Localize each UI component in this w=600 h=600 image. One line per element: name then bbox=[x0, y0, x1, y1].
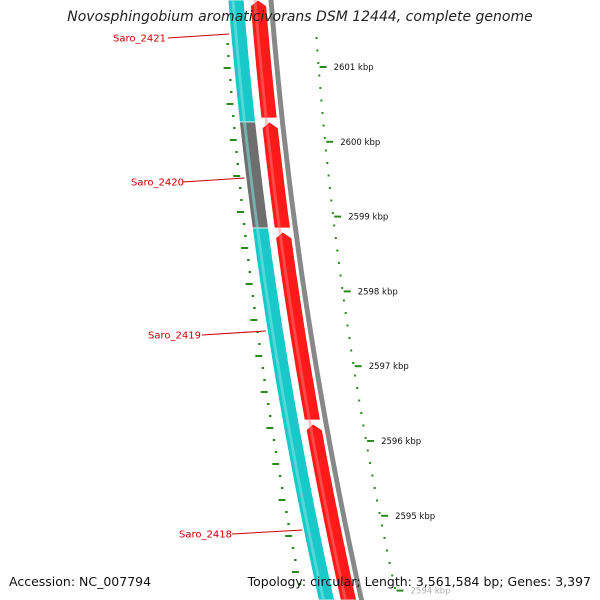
gene-track-segment bbox=[251, 227, 335, 600]
ruler-label: 2596 kbp bbox=[381, 437, 421, 447]
gene-label-leader bbox=[167, 33, 230, 39]
accession-text: Accession: NC_007794 bbox=[9, 574, 152, 589]
position-ruler: 2601 kbp 2600 kbp 2599 kbp 2598 kbp 2597 kbp… bbox=[315, 37, 451, 597]
gene-labels: Saro_2421 Saro_2420 Saro_2419 Saro_2418 bbox=[113, 33, 303, 541]
genome-summary-text: Topology: circular; Length: 3,561,584 bp… bbox=[247, 574, 591, 589]
ruler-label: 2599 kbp bbox=[348, 213, 388, 223]
ruler-label: 2600 kbp bbox=[340, 138, 380, 148]
gene-label-leader bbox=[231, 529, 303, 535]
cds-arrow bbox=[275, 231, 321, 421]
gene-label: Saro_2418 bbox=[179, 530, 232, 541]
ruler-label: 2598 kbp bbox=[358, 287, 398, 297]
gene-track bbox=[227, 0, 335, 600]
backbone-track bbox=[268, 0, 364, 600]
backbone-line bbox=[268, 0, 364, 600]
gene-label: Saro_2419 bbox=[148, 331, 201, 342]
cds-arrow bbox=[305, 423, 357, 600]
cds-arrow bbox=[261, 121, 291, 229]
ruler-label: 2601 kbp bbox=[334, 63, 374, 73]
cds-arrow bbox=[250, 0, 278, 119]
map-title: Novosphingobium aromaticivorans DSM 1244… bbox=[67, 9, 533, 25]
ruler-label: 2597 kbp bbox=[369, 362, 409, 372]
gene-label: Saro_2421 bbox=[113, 34, 166, 45]
gene-label-leader bbox=[182, 177, 245, 183]
ruler-label: 2595 kbp bbox=[395, 512, 435, 522]
gene-label-leader bbox=[201, 330, 267, 336]
gene-label: Saro_2420 bbox=[131, 178, 184, 189]
ruler-label: 2594 kbp bbox=[411, 587, 451, 597]
cds-track bbox=[250, 0, 357, 600]
